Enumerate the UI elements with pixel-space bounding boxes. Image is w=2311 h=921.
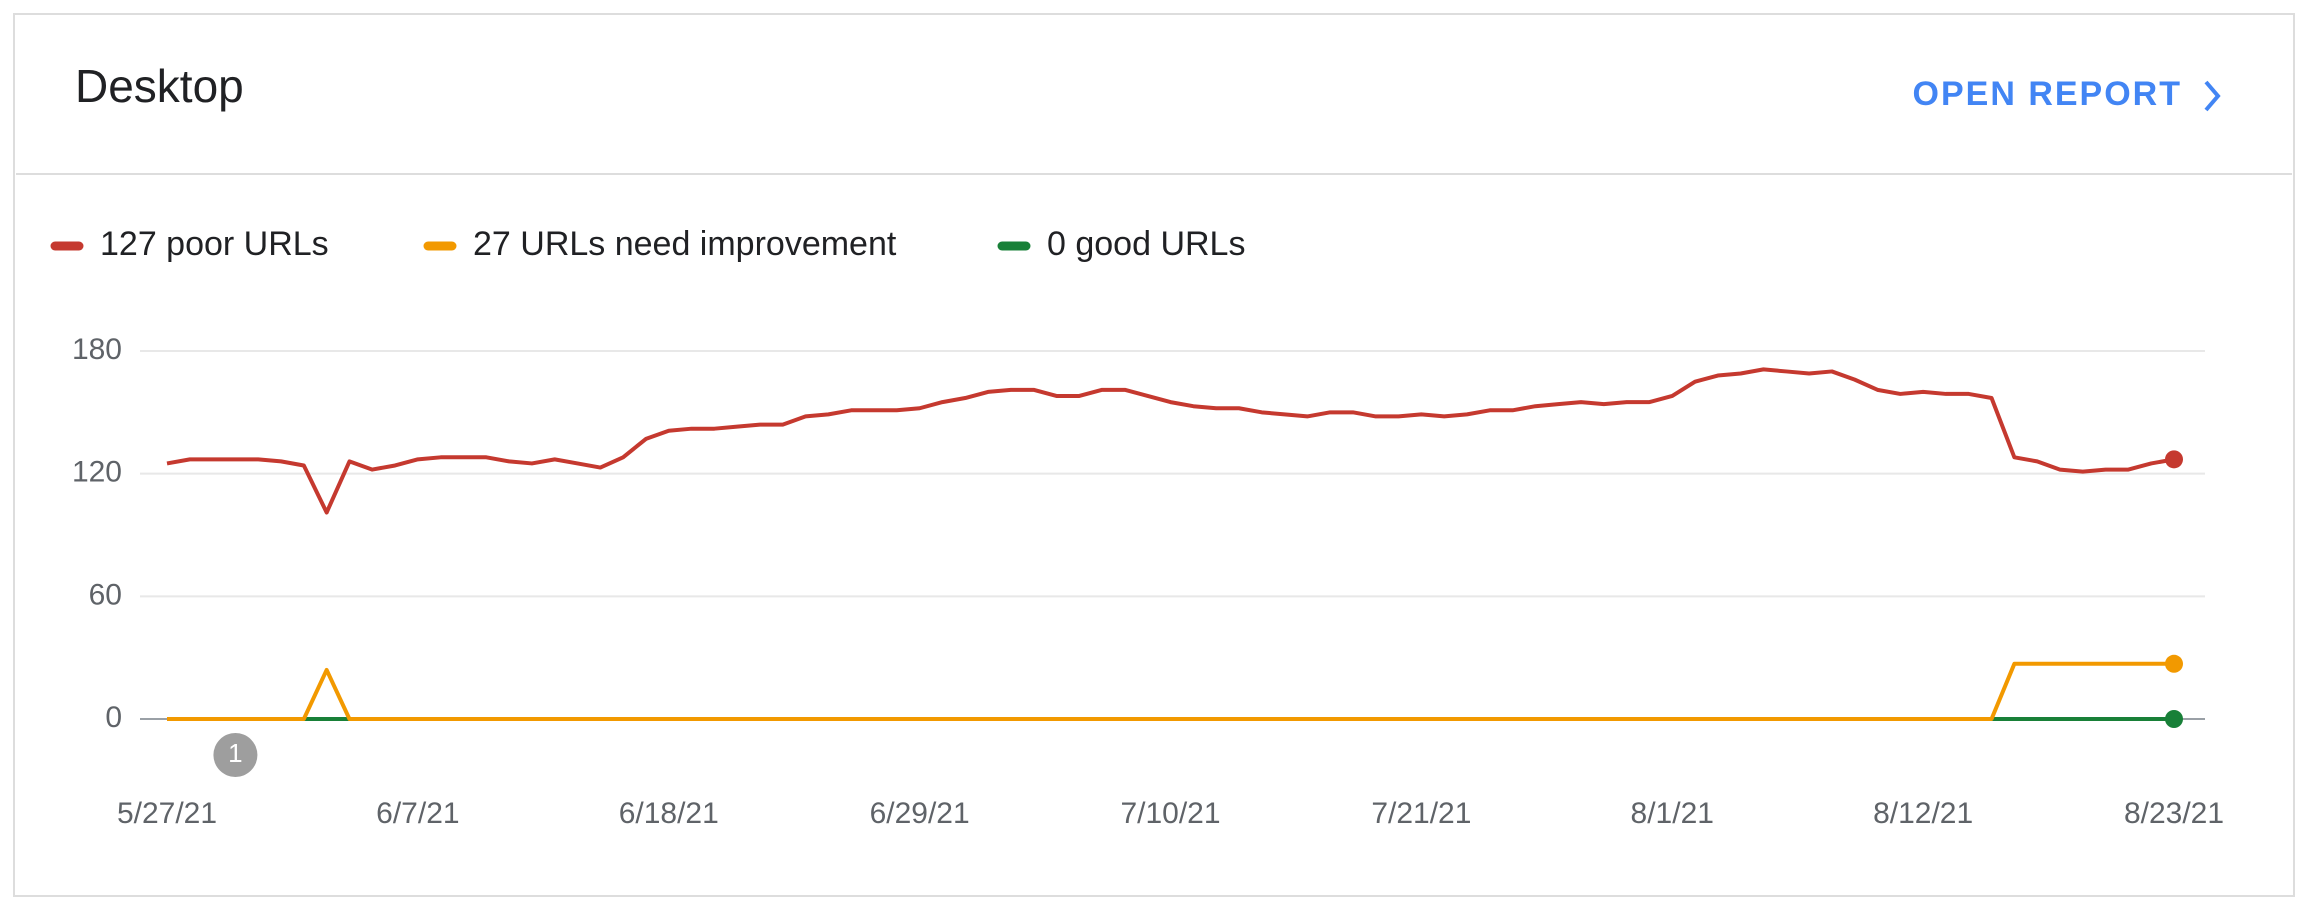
x-tick-label: 6/7/21	[376, 797, 459, 830]
y-tick-label: 60	[89, 578, 122, 611]
x-tick-label: 8/12/21	[1873, 797, 1973, 830]
y-tick-label: 180	[72, 333, 122, 366]
x-tick-label: 7/21/21	[1371, 797, 1471, 830]
card-border	[13, 13, 2295, 897]
end-dot	[2165, 654, 2183, 673]
annotation-badge	[213, 733, 258, 777]
x-tick-label: 6/18/21	[619, 797, 719, 830]
legend-label: 27 URLs need improvement	[473, 225, 897, 263]
legend-label: 0 good URLs	[1047, 225, 1245, 263]
end-dot	[2165, 450, 2183, 469]
legend-label: 127 poor URLs	[100, 225, 329, 263]
chevron[interactable]	[2204, 80, 2221, 112]
open-report[interactable]: OPEN REPORT	[1913, 75, 2182, 113]
y-tick-label: 120	[72, 456, 122, 489]
annotation-label: 1	[228, 738, 242, 768]
x-tick-label: 6/29/21	[870, 797, 970, 830]
x-tick-label: 8/1/21	[1631, 797, 1714, 830]
x-tick-label: 7/10/21	[1120, 797, 1220, 830]
y-tick-label: 0	[105, 701, 122, 734]
series-line	[167, 661, 2174, 721]
series-line	[166, 367, 2175, 515]
x-tick-label: 8/23/21	[2124, 797, 2224, 830]
card-title: Desktop	[75, 60, 244, 112]
x-tick-label: 5/27/21	[117, 797, 217, 830]
end-dot	[2165, 710, 2183, 728]
